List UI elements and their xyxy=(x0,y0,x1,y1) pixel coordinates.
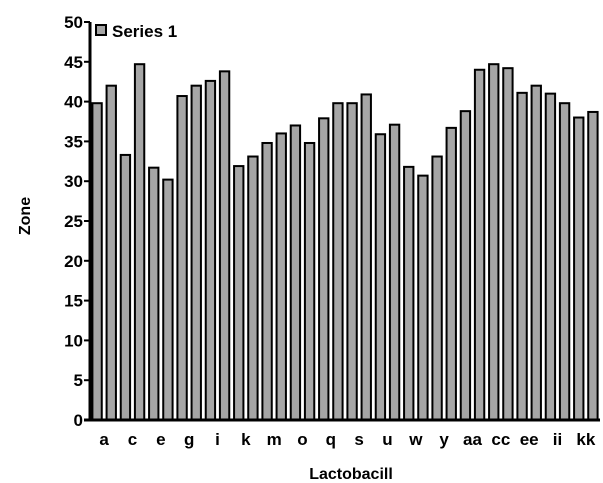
x-tick-label-u: u xyxy=(382,430,392,449)
bar-j xyxy=(218,70,231,421)
bar-k xyxy=(233,165,245,421)
y-tick-label: 10 xyxy=(64,331,83,350)
bar-dd xyxy=(502,67,514,421)
legend-label: Series 1 xyxy=(112,22,177,41)
x-tick-label-ee: ee xyxy=(520,430,539,449)
x-tick-label-q: q xyxy=(326,430,336,449)
x-tick-label-m: m xyxy=(267,430,282,449)
bar-ii xyxy=(544,92,557,421)
bar-e xyxy=(148,166,160,421)
x-tick-label-cc: cc xyxy=(491,430,510,449)
bar-r xyxy=(332,102,344,421)
x-tick-label-a: a xyxy=(99,430,109,449)
y-tick-label: 30 xyxy=(64,172,83,191)
bar-kk xyxy=(573,116,585,422)
bar-z xyxy=(445,126,457,422)
bar-y xyxy=(431,155,443,422)
y-tick-label: 5 xyxy=(74,371,83,390)
x-tick-label-i: i xyxy=(215,430,220,449)
bar-l xyxy=(247,155,259,422)
bar-p xyxy=(303,141,316,422)
x-tick-label-o: o xyxy=(297,430,307,449)
y-axis-title: Zone xyxy=(17,197,34,235)
y-ticks-group: 0 5 10 15 20 25 30 35 40 45 50 xyxy=(64,13,90,430)
bar-aa xyxy=(459,110,472,422)
bar-m xyxy=(261,141,273,422)
y-tick-label: 20 xyxy=(64,252,83,271)
bar-c xyxy=(119,153,132,421)
bar-x xyxy=(417,174,429,421)
x-tick-label-e: e xyxy=(156,430,165,449)
bar-cc xyxy=(488,63,500,421)
x-tick-label-aa: aa xyxy=(463,430,482,449)
x-tick-label-y: y xyxy=(439,430,449,449)
bar-h xyxy=(190,84,202,422)
bar-bb xyxy=(473,68,486,421)
x-tick-label-w: w xyxy=(408,430,423,449)
bar-s xyxy=(346,102,358,421)
legend: Series 1 xyxy=(95,22,177,41)
x-ticks-group: a c e g i k m o q s u w y aa cc ee ii kk xyxy=(99,430,595,449)
bar-w xyxy=(403,165,415,421)
bar-d xyxy=(133,63,146,421)
bars-group xyxy=(91,63,599,422)
x-tick-label-kk: kk xyxy=(576,430,595,449)
x-tick-label-g: g xyxy=(184,430,194,449)
bar-ff xyxy=(530,84,542,422)
y-tick-label: 15 xyxy=(64,292,83,311)
y-tick-label: 0 xyxy=(74,411,83,430)
x-axis-title: Lactobacill xyxy=(309,466,393,483)
bar-t xyxy=(360,93,372,421)
y-tick-label: 45 xyxy=(64,53,83,72)
x-tick-label-k: k xyxy=(241,430,251,449)
bar-a xyxy=(91,102,103,421)
bar-jj xyxy=(558,102,571,421)
bar-ll xyxy=(587,110,599,421)
bar-b xyxy=(105,84,117,422)
bar-g xyxy=(176,95,188,421)
x-tick-label-ii: ii xyxy=(553,430,562,449)
y-tick-label: 50 xyxy=(64,13,83,32)
bar-u xyxy=(374,133,387,422)
bar-f xyxy=(162,178,174,421)
bar-q xyxy=(318,117,330,421)
bar-o xyxy=(289,124,302,421)
y-tick-label: 35 xyxy=(64,132,83,151)
x-tick-label-c: c xyxy=(128,430,137,449)
bar-i xyxy=(204,79,217,422)
bar-n xyxy=(275,132,287,421)
y-tick-label: 25 xyxy=(64,212,83,231)
legend-swatch xyxy=(95,24,107,36)
bar-ee xyxy=(516,91,528,421)
bar-v xyxy=(388,123,401,422)
x-tick-label-s: s xyxy=(354,430,363,449)
y-tick-label: 40 xyxy=(64,93,83,112)
